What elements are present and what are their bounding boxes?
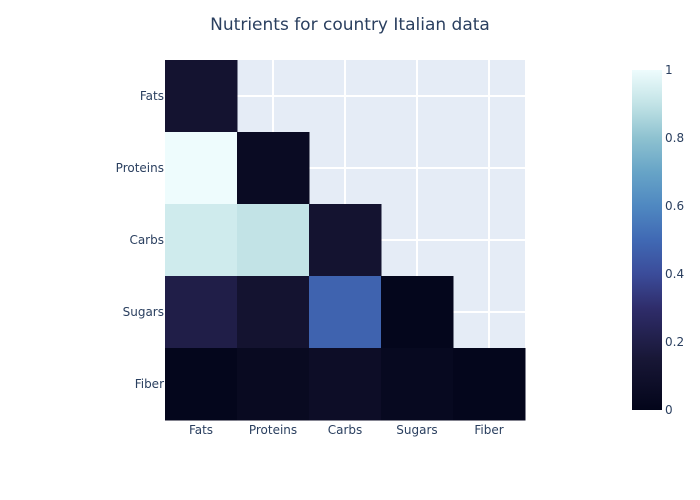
x-tick-label: Fiber [474,423,503,437]
y-tick-label: Carbs [129,233,164,247]
y-tick-label: Sugars [123,305,164,319]
heatmap-cell-carbs-fats[interactable] [165,204,238,277]
heatmap-cell-sugars-sugars[interactable] [381,276,454,349]
colorbar-tick-label: 0.2 [665,335,684,349]
heatmap-cell-fiber-sugars[interactable] [381,348,454,421]
heatmap-cell-fiber-proteins[interactable] [237,348,310,421]
heatmap-cell-proteins-proteins[interactable] [237,132,310,205]
heatmap-cell-sugars-fats[interactable] [165,276,238,349]
heatmap-cell-fats-fats[interactable] [165,60,238,133]
colorbar-tick-label: 0.4 [665,267,684,281]
x-tick-label: Sugars [396,423,437,437]
heatmap-cell-fiber-fats[interactable] [165,348,238,421]
heatmap-cell-fiber-fiber[interactable] [453,348,526,421]
x-tick-label: Carbs [328,423,363,437]
x-tick-label: Fats [189,423,213,437]
x-tick-label: Proteins [249,423,297,437]
heatmap-cell-carbs-carbs[interactable] [309,204,382,277]
colorbar: 0 0.2 0.4 0.6 0.8 1 [632,63,684,417]
y-tick-label: Fats [140,89,164,103]
colorbar-tick-label: 1 [665,63,673,77]
chart-title: Nutrients for country Italian data [210,15,490,35]
x-axis: Fats Proteins Carbs Sugars Fiber [189,423,504,437]
colorbar-gradient [632,70,662,410]
heatmap-cell-carbs-proteins[interactable] [237,204,310,277]
heatmap-cell-sugars-proteins[interactable] [237,276,310,349]
colorbar-tick-label: 0 [665,403,673,417]
heatmap-cell-proteins-fats[interactable] [165,132,238,205]
colorbar-tick-label: 0.6 [665,199,684,213]
colorbar-tick-label: 0.8 [665,131,684,145]
y-tick-label: Fiber [135,377,164,391]
plot-area [165,60,526,421]
y-tick-label: Proteins [116,161,164,175]
y-axis: Fats Proteins Carbs Sugars Fiber [116,89,164,391]
heatmap-cell-sugars-carbs[interactable] [309,276,382,349]
heatmap-cell-fiber-carbs[interactable] [309,348,382,421]
